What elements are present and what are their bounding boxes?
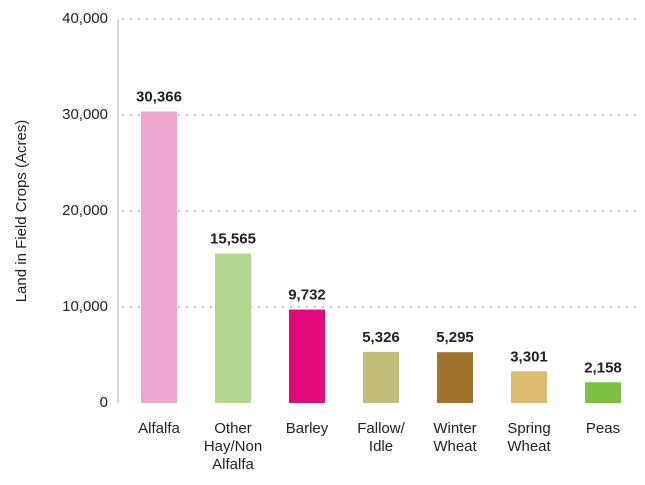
y-tick-label: 10,000 <box>62 298 108 315</box>
y-axis-label: Land in Field Crops (Acres) <box>13 120 30 303</box>
bar <box>289 309 325 403</box>
y-tick-label: 40,000 <box>62 10 108 27</box>
y-tick-label: 0 <box>100 394 108 411</box>
value-label: 30,366 <box>136 88 182 105</box>
x-tick-label: Alfalfa <box>138 420 180 437</box>
x-tick-label: Spring Wheat <box>507 420 551 455</box>
x-tick-label: Peas <box>586 420 620 437</box>
value-label: 5,295 <box>436 329 474 346</box>
y-tick-label: 30,000 <box>62 106 108 123</box>
x-tick-label: Barley <box>286 420 329 437</box>
bar <box>585 382 621 403</box>
value-label: 5,326 <box>362 329 400 346</box>
value-label: 9,732 <box>288 287 326 304</box>
bar <box>437 352 473 403</box>
bar <box>363 351 399 403</box>
bar <box>141 111 177 404</box>
y-tick-label: 20,000 <box>62 202 108 219</box>
value-label: 2,158 <box>584 359 622 376</box>
value-label: 3,301 <box>510 348 548 365</box>
bar <box>215 253 251 403</box>
value-label: 15,565 <box>210 231 256 248</box>
bar <box>511 371 547 403</box>
x-tick-label: Fallow/Idle <box>357 420 405 455</box>
x-tick-label: Other Hay/Non Alfalfa <box>204 420 262 473</box>
x-tick-label: Winter Wheat <box>433 420 477 455</box>
